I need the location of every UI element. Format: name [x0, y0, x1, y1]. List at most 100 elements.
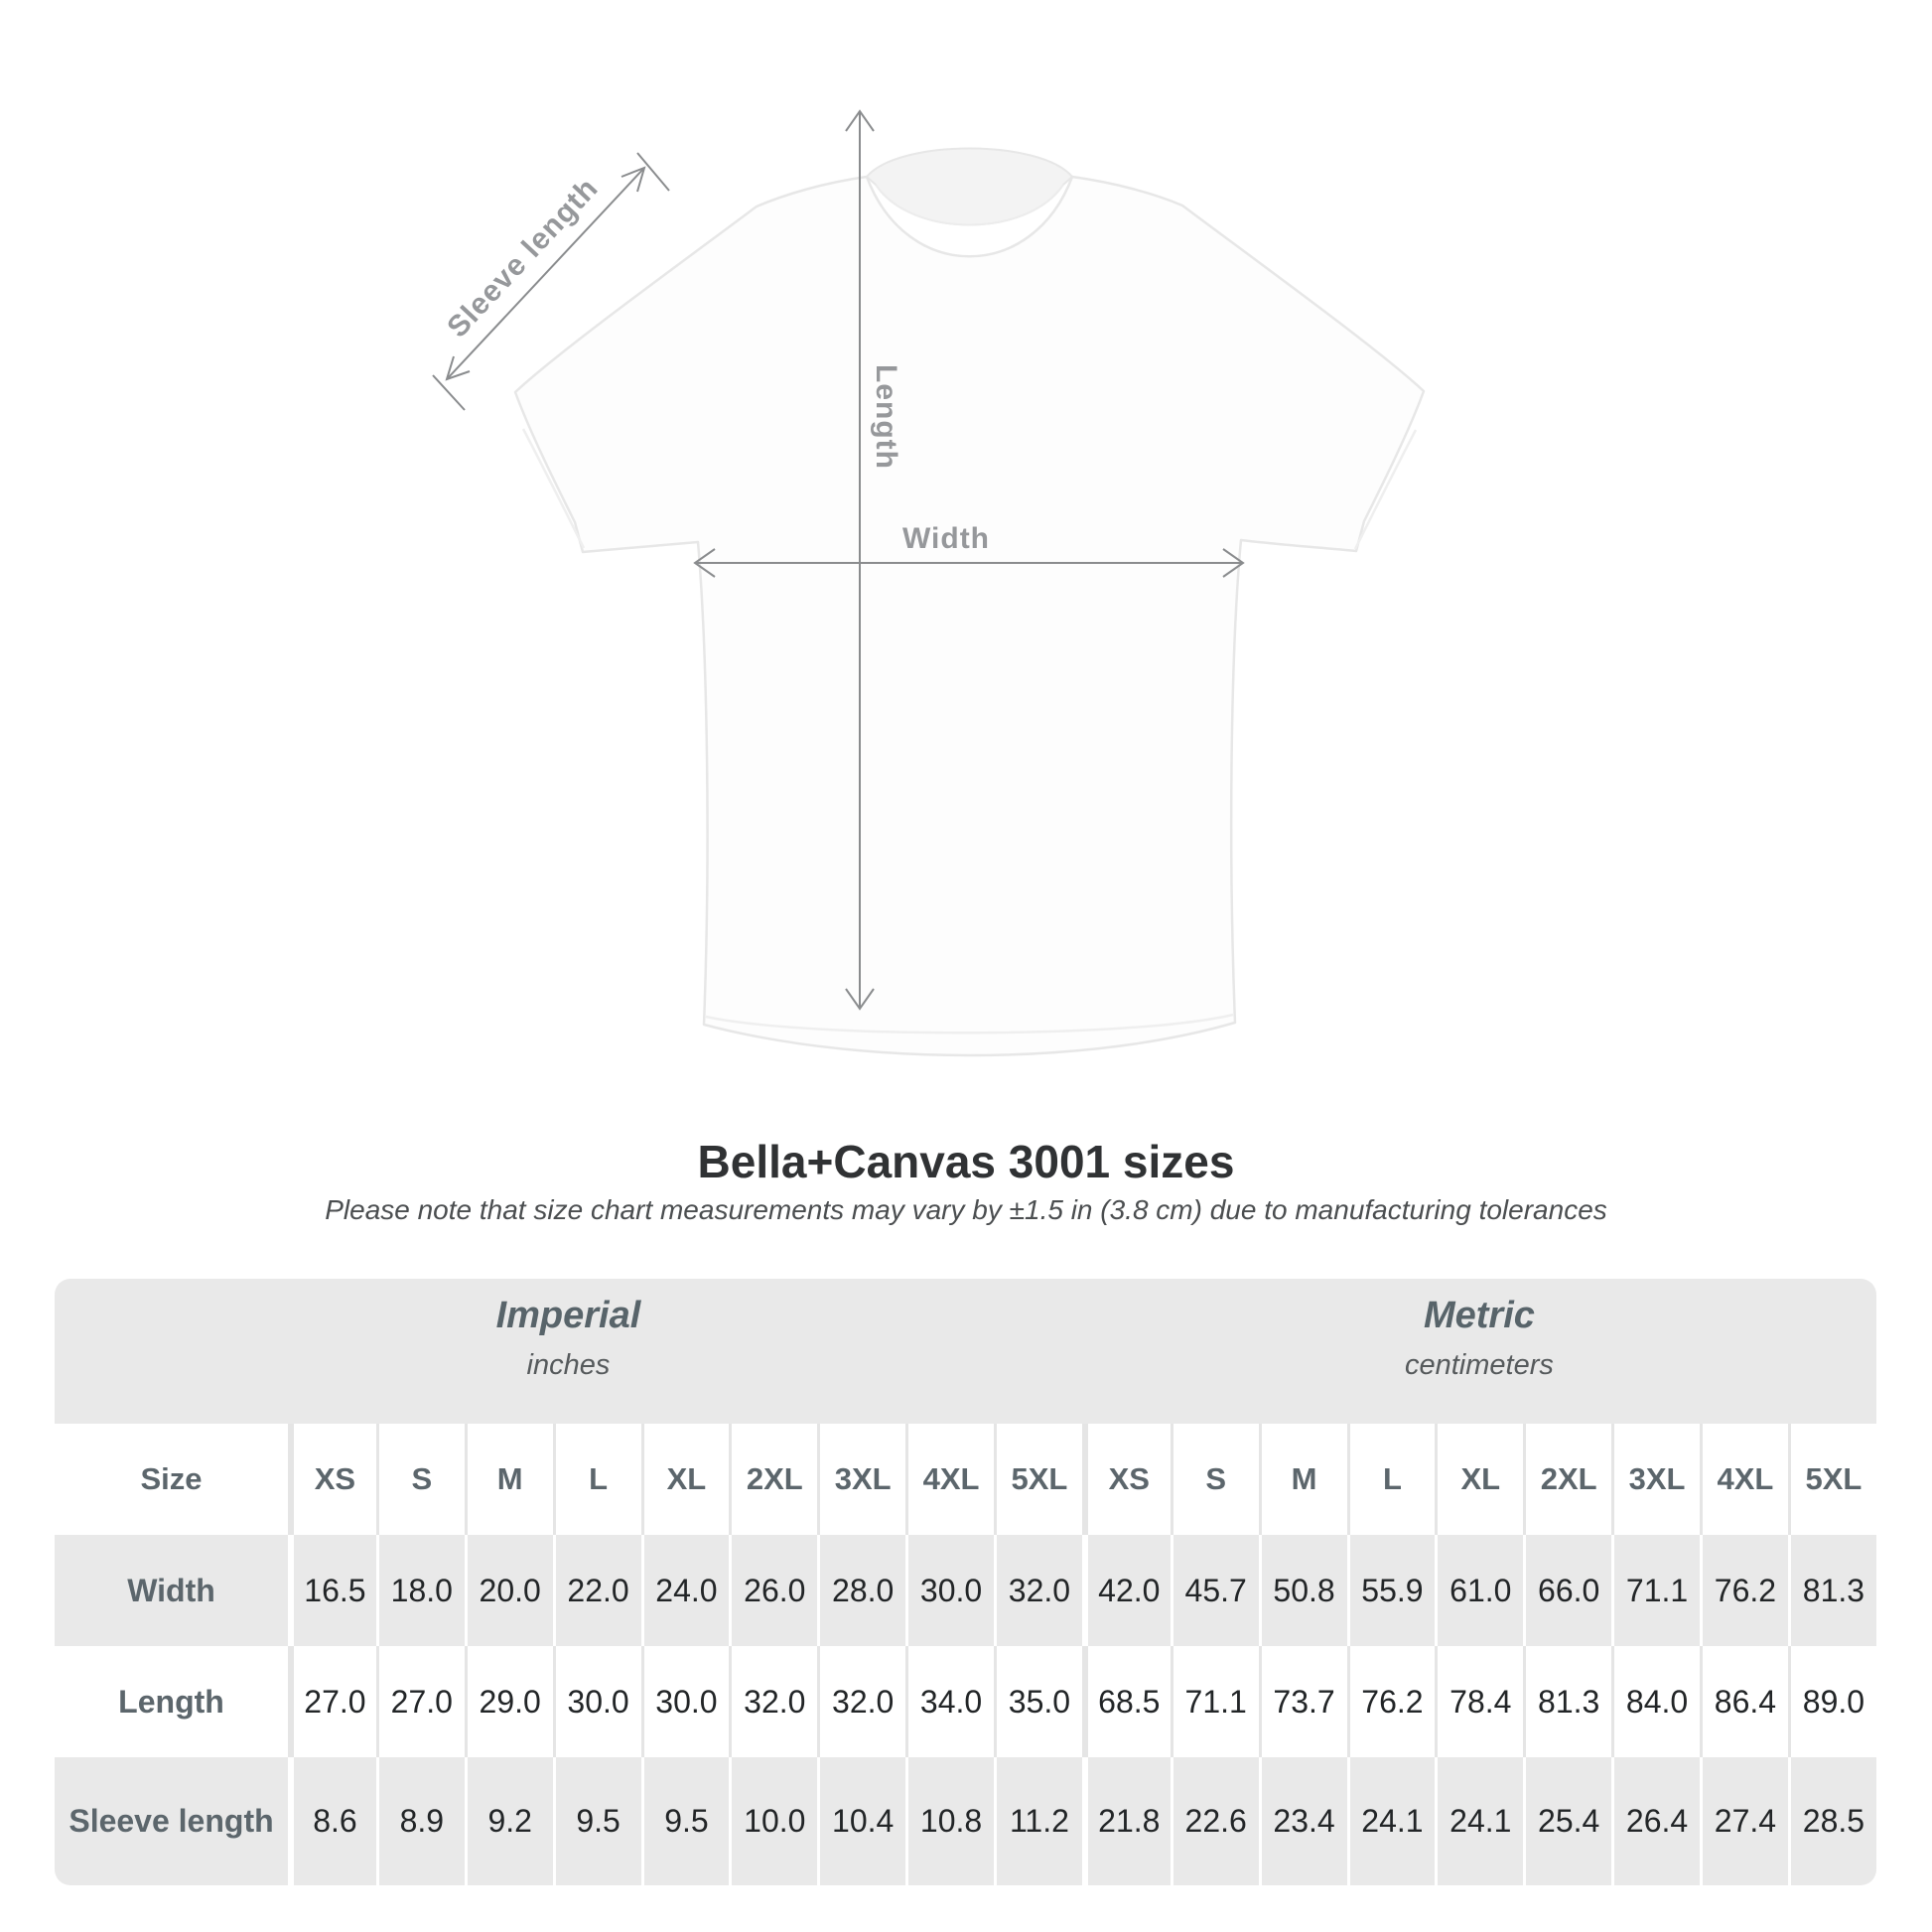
value-cell: 8.6: [288, 1757, 376, 1885]
value-cell: 10.0: [729, 1757, 818, 1885]
shirt-body: [513, 175, 1426, 1057]
value-cell: 89.0: [1787, 1646, 1876, 1757]
value-cell: 24.0: [640, 1535, 730, 1646]
size-col-header: XS: [1081, 1424, 1171, 1535]
value-cell: 42.0: [1081, 1535, 1171, 1646]
row-label: Length: [55, 1646, 288, 1757]
value-cell: 22.6: [1170, 1757, 1259, 1885]
value-cell: 27.4: [1700, 1757, 1788, 1885]
size-table: Imperial inches Metric centimeters Size: [55, 1279, 1876, 1885]
shirt-right-cuff-seam: [1353, 429, 1418, 550]
size-col-header: XS: [288, 1424, 376, 1535]
value-cell: 27.0: [288, 1646, 376, 1757]
size-col-header: XL: [1435, 1424, 1524, 1535]
size-col-header: 5XL: [994, 1424, 1082, 1535]
length-label: Length: [870, 364, 902, 470]
row-label: Sleeve length: [55, 1757, 288, 1885]
value-cell: 21.8: [1081, 1757, 1171, 1885]
length-arrow: [845, 109, 875, 1011]
value-cell: 10.8: [905, 1757, 994, 1885]
value-cell: 81.3: [1523, 1646, 1612, 1757]
value-cell: 16.5: [288, 1535, 376, 1646]
shirt-collar-ribbing: [875, 184, 1064, 226]
size-col-header: 3XL: [1611, 1424, 1700, 1535]
row-label: Width: [55, 1535, 288, 1646]
shirt-left-cuff-seam: [521, 428, 586, 549]
size-header-row: Size XS S M L XL 2XL 3XL 4XL 5XL XS S M L XL 2XL 3XL 4XL…: [55, 1424, 1876, 1535]
imperial-sublabel: inches: [526, 1349, 611, 1381]
value-cell: 9.5: [640, 1757, 730, 1885]
sleeve-length-arrow: [432, 152, 670, 411]
width-label: Width: [901, 522, 991, 555]
value-cell: 78.4: [1435, 1646, 1524, 1757]
shirt-diagram: [432, 109, 1426, 1057]
value-cell: 76.2: [1346, 1646, 1436, 1757]
value-cell: 30.0: [640, 1646, 730, 1757]
unit-header-row: Imperial inches Metric centimeters: [55, 1279, 1876, 1424]
value-cell: 11.2: [994, 1757, 1082, 1885]
size-chart-title: Bella+Canvas 3001 sizes: [697, 1136, 1235, 1187]
value-cell: 29.0: [464, 1646, 553, 1757]
value-cell: 86.4: [1700, 1646, 1788, 1757]
value-cell: 28.0: [817, 1535, 906, 1646]
value-cell: 73.7: [1258, 1646, 1347, 1757]
value-cell: 32.0: [817, 1646, 906, 1757]
value-cell: 66.0: [1523, 1535, 1612, 1646]
size-col-header: 2XL: [1523, 1424, 1612, 1535]
size-chart-subtitle: Please note that size chart measurements…: [325, 1194, 1607, 1225]
size-col-header: 4XL: [1700, 1424, 1788, 1535]
size-col-header: L: [1346, 1424, 1436, 1535]
value-cell: 30.0: [552, 1646, 641, 1757]
value-cell: 26.4: [1611, 1757, 1700, 1885]
metric-label: Metric: [1423, 1295, 1535, 1336]
value-cell: 23.4: [1258, 1757, 1347, 1885]
value-cell: 35.0: [994, 1646, 1082, 1757]
size-col-header: S: [1170, 1424, 1259, 1535]
metric-sublabel: centimeters: [1404, 1349, 1554, 1381]
size-col-header: XL: [640, 1424, 730, 1535]
value-cell: 32.0: [994, 1535, 1082, 1646]
value-cell: 8.9: [375, 1757, 465, 1885]
size-table-body: Width 16.5 18.0 20.0 22.0 24.0 26.0 28.0 30.0 32.…: [55, 1535, 1876, 1885]
imperial-label: Imperial: [495, 1295, 641, 1336]
size-col-header: 4XL: [905, 1424, 994, 1535]
value-cell: 20.0: [464, 1535, 553, 1646]
table-row: Width 16.5 18.0 20.0 22.0 24.0 26.0 28.0 30.0 32.…: [55, 1535, 1876, 1646]
value-cell: 76.2: [1700, 1535, 1788, 1646]
size-col-header: M: [1258, 1424, 1347, 1535]
value-cell: 50.8: [1258, 1535, 1347, 1646]
table-row: Length 27.0 27.0 29.0 30.0 30.0 32.0 32.0 34.0 35…: [55, 1646, 1876, 1757]
size-col-header: 2XL: [729, 1424, 818, 1535]
value-cell: 34.0: [905, 1646, 994, 1757]
value-cell: 24.1: [1435, 1757, 1524, 1885]
value-cell: 45.7: [1170, 1535, 1259, 1646]
value-cell: 55.9: [1346, 1535, 1436, 1646]
table-row: Sleeve length 8.6 8.9 9.2 9.5 9.5 10.0 10.4 10.8…: [55, 1757, 1876, 1885]
value-cell: 81.3: [1787, 1535, 1876, 1646]
value-cell: 9.2: [464, 1757, 553, 1885]
value-cell: 22.0: [552, 1535, 641, 1646]
value-cell: 84.0: [1611, 1646, 1700, 1757]
size-col-header: 5XL: [1787, 1424, 1876, 1535]
value-cell: 68.5: [1081, 1646, 1171, 1757]
value-cell: 24.1: [1346, 1757, 1436, 1885]
value-cell: 71.1: [1170, 1646, 1259, 1757]
value-cell: 28.5: [1787, 1757, 1876, 1885]
value-cell: 18.0: [375, 1535, 465, 1646]
shirt-hem-seam: [705, 1013, 1234, 1035]
size-col-header: 3XL: [817, 1424, 906, 1535]
size-col-header: L: [552, 1424, 641, 1535]
value-cell: 26.0: [729, 1535, 818, 1646]
width-arrow: [693, 548, 1245, 578]
value-cell: 30.0: [905, 1535, 994, 1646]
value-cell: 71.1: [1611, 1535, 1700, 1646]
value-cell: 61.0: [1435, 1535, 1524, 1646]
value-cell: 10.4: [817, 1757, 906, 1885]
unit-header-imperial: Imperial inches: [55, 1279, 1082, 1424]
size-table-wrap: Imperial inches Metric centimeters Size: [55, 1279, 1876, 1885]
size-col-header: S: [375, 1424, 465, 1535]
shirt-neck-opening: [865, 147, 1074, 226]
value-cell: 9.5: [552, 1757, 641, 1885]
value-cell: 27.0: [375, 1646, 465, 1757]
